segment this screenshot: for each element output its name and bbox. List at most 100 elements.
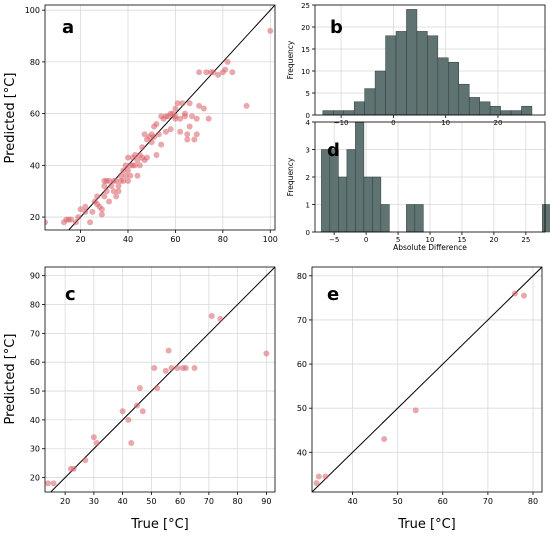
panel-a-data-point <box>124 177 131 184</box>
panel-a-data-point <box>193 115 200 122</box>
panel-c-x-tick-label: 30 <box>89 497 99 506</box>
panel-b-bar <box>343 110 355 116</box>
panel-c-data-point <box>125 416 132 423</box>
panel-a-y-tick-label: 20 <box>30 213 40 222</box>
panel-a-data-point <box>179 100 186 107</box>
panel-a-data-point <box>110 188 117 195</box>
panel-a-data-point <box>143 154 150 161</box>
panel-a-x-tick-label: 60 <box>170 235 180 244</box>
panel-c-data-point <box>168 364 175 371</box>
panel-d-bar <box>346 149 356 233</box>
panel-c-y-tick-label: 30 <box>30 445 40 454</box>
panel-a-data-point <box>127 172 134 179</box>
panel-d-bar <box>406 204 416 233</box>
panel-c-data-point <box>162 367 169 374</box>
panel-a-data-point <box>113 193 120 200</box>
panel-a-y-tick-label: 40 <box>30 161 40 170</box>
panel-c-frame <box>44 266 276 493</box>
panel-a-data-point <box>153 120 160 127</box>
panel-a-x-tick-label: 20 <box>75 235 85 244</box>
panel-b-ylabel: Frequency <box>286 40 295 79</box>
panel-a-data-point <box>172 115 179 122</box>
panel-d-label: d <box>327 140 340 161</box>
panel-c-data-point <box>90 434 97 441</box>
panel-c-data-point <box>50 480 57 487</box>
panel-b-y-tick-label: 10 <box>301 68 310 76</box>
panel-c-identity-line <box>50 267 275 492</box>
panel-a-data-point <box>243 102 250 109</box>
panel-d-x-tick-label: 5 <box>396 236 400 244</box>
panel-a-data-point <box>115 183 122 190</box>
panel-a-data-point <box>120 177 127 184</box>
panel-a-data-point <box>132 152 139 158</box>
panel-b-frame <box>314 4 546 116</box>
panel-a-scatter: Predicted [°C] 20 40 60 80 100 20 40 60 80 100 a <box>3 4 278 246</box>
panel-c-data-point <box>45 480 51 487</box>
panel-b-bar <box>521 105 533 116</box>
panel-c-data-point <box>136 385 143 392</box>
panel-a-data-point <box>94 193 101 200</box>
panel-d-x-tick-label: 15 <box>457 236 466 244</box>
panel-a-data-point <box>136 162 143 169</box>
panel-a-data-point <box>267 27 274 34</box>
panel-c-y-tick-label: 40 <box>30 416 40 425</box>
panel-a-data-point <box>103 188 110 195</box>
panel-a-data-point <box>177 128 184 135</box>
panel-a-y-tick-label: 100 <box>25 6 40 15</box>
panel-a-identity-line <box>68 5 275 230</box>
panel-a-data-point <box>106 177 113 184</box>
panel-a-data-point <box>181 110 188 117</box>
panel-b-bar <box>416 31 428 116</box>
panel-c-data-point <box>93 439 100 446</box>
panel-a-data-point <box>200 105 207 112</box>
panel-a-data-point <box>141 131 148 138</box>
panel-b-bar <box>458 83 470 116</box>
panel-a-data-point <box>120 167 127 174</box>
panel-d-x-tick-label: 10 <box>426 236 435 244</box>
panel-b-x-tick-label: −10 <box>334 119 349 127</box>
panel-a-data-point <box>101 193 108 200</box>
panel-b-bar <box>406 9 418 116</box>
panel-b-x-tick-label: 10 <box>441 119 450 127</box>
panel-b-label: b <box>330 17 343 38</box>
panel-a-data-point <box>224 58 231 65</box>
panel-a-x-tick-label: 100 <box>263 235 278 244</box>
panel-c-data-point <box>128 439 135 446</box>
panel-b-bar <box>364 88 376 116</box>
panel-e-scatter: True [°C] 40 50 60 70 80 40 50 60 70 80 e <box>297 266 543 532</box>
panel-a-data-point <box>87 219 94 226</box>
panel-c-y-tick-label: 70 <box>30 329 40 338</box>
panel-a-data-point <box>115 188 122 195</box>
panel-a-data-point <box>167 126 174 133</box>
panel-a-data-point <box>82 203 89 210</box>
panel-c-x-tick-label: 20 <box>60 497 70 506</box>
panel-e-label: e <box>327 284 339 305</box>
panel-a-data-point <box>158 141 165 148</box>
panel-a-data-point <box>124 167 131 174</box>
panel-c-xlabel: True [°C] <box>130 517 188 532</box>
panel-d-histogram: Frequency Absolute Difference −5 0 5 10 15 20… <box>286 119 550 252</box>
panel-a-data-point <box>196 102 203 109</box>
panel-c-data-point <box>151 364 158 371</box>
panel-a-data-point <box>134 157 141 164</box>
panel-b-y-tick-label: 15 <box>301 46 310 54</box>
panel-e-y-tick-label: 70 <box>297 316 307 325</box>
panel-d-bar <box>363 176 373 233</box>
panel-a-data-point <box>61 240 67 246</box>
panel-e-data-point <box>511 290 518 297</box>
panel-b-bar <box>353 101 365 116</box>
panel-c-data-point <box>154 385 161 392</box>
panel-a-data-point <box>162 128 169 135</box>
panel-c-y-tick-label: 60 <box>30 358 40 367</box>
panel-b-bar <box>385 35 397 116</box>
panel-a-data-point <box>177 115 184 122</box>
panel-d-bar <box>321 149 331 233</box>
panel-a-data-point <box>229 69 236 76</box>
panel-a-ylabel: Predicted [°C] <box>3 73 18 164</box>
panel-a-data-point <box>186 123 193 130</box>
panel-b-bar <box>448 61 459 116</box>
panel-b-bar <box>489 105 501 116</box>
panel-c-y-tick-label: 20 <box>30 474 40 483</box>
panel-e-data-point <box>520 292 527 299</box>
